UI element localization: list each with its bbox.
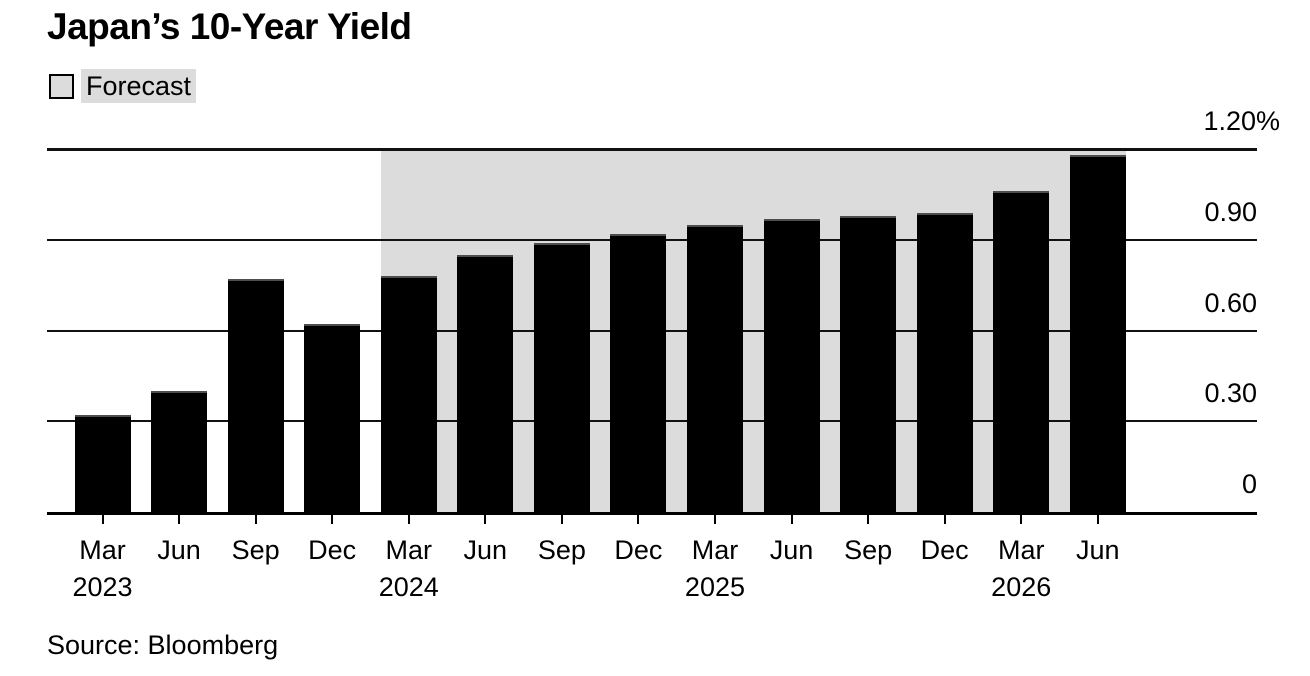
x-axis-tick [790, 514, 793, 524]
x-axis-tick [943, 514, 946, 524]
bar-dec-2023 [304, 324, 361, 512]
x-axis-year-label: 2026 [991, 572, 1052, 602]
forecast-swatch-icon [49, 73, 74, 99]
x-axis-month-label: Mar [691, 535, 739, 565]
bar-jun-2026 [1069, 155, 1126, 512]
x-axis-month-label: Dec [614, 535, 663, 565]
x-axis-month-label: Sep [537, 535, 586, 565]
x-axis-tick [560, 514, 563, 524]
forecast-legend-label: Forecast [81, 69, 197, 103]
y-axis-tick-label: 0 [1241, 469, 1257, 499]
bar-jun-2025 [763, 218, 820, 512]
x-axis-tick [178, 514, 181, 524]
x-axis-year-label: 2025 [684, 572, 746, 602]
x-axis-month-label: Jun [157, 535, 201, 565]
x-axis-month-label: Dec [920, 535, 969, 565]
gridline-1.20% [47, 148, 1257, 151]
x-axis-year-label: 2023 [72, 572, 133, 602]
chart-title: Japan’s 10-Year Yield [47, 6, 412, 47]
y-axis-tick-label: 0.90 [1204, 196, 1257, 227]
source-attribution: Source: Bloomberg [47, 630, 279, 660]
bar-mar-2023 [74, 415, 131, 512]
x-axis-month-label: Mar [997, 535, 1045, 565]
y-axis-tick-label: 1.20% [1203, 106, 1280, 136]
bar-mar-2026 [993, 191, 1050, 512]
x-axis-tick [331, 514, 334, 524]
x-axis-month-label: Mar [385, 535, 432, 565]
x-axis-tick [637, 514, 640, 524]
x-axis-tick [713, 514, 716, 524]
x-axis-month-label: Sep [844, 535, 893, 565]
x-axis-month-label: Sep [231, 535, 280, 565]
x-axis-month-label: Jun [769, 535, 814, 565]
bar-dec-2024 [610, 233, 667, 512]
bar-mar-2025 [686, 224, 743, 512]
x-axis-month-label: Jun [463, 535, 508, 565]
bar-dec-2025 [916, 212, 973, 512]
x-axis-baseline [47, 512, 1257, 515]
forecast-legend: Forecast [49, 69, 197, 103]
x-axis-tick [1020, 514, 1023, 524]
bar-jun-2023 [151, 391, 208, 512]
y-axis-tick-label: 0.60 [1204, 287, 1257, 318]
bar-sep-2023 [227, 279, 284, 512]
x-axis-tick [407, 514, 410, 524]
bar-sep-2025 [840, 215, 897, 512]
y-axis-tick-label: 0.30 [1204, 378, 1257, 409]
x-axis-year-label: 2024 [378, 572, 439, 602]
x-axis-month-label: Mar [79, 535, 126, 565]
x-axis-month-label: Dec [308, 535, 357, 565]
bar-jun-2024 [457, 254, 514, 512]
x-axis-tick [1096, 514, 1099, 524]
bar-mar-2024 [380, 276, 437, 512]
x-axis-tick [101, 514, 104, 524]
x-axis-tick [254, 514, 257, 524]
x-axis-tick [867, 514, 870, 524]
x-axis-tick [484, 514, 487, 524]
x-axis-month-label: Jun [1075, 535, 1120, 565]
bar-sep-2024 [533, 242, 590, 512]
